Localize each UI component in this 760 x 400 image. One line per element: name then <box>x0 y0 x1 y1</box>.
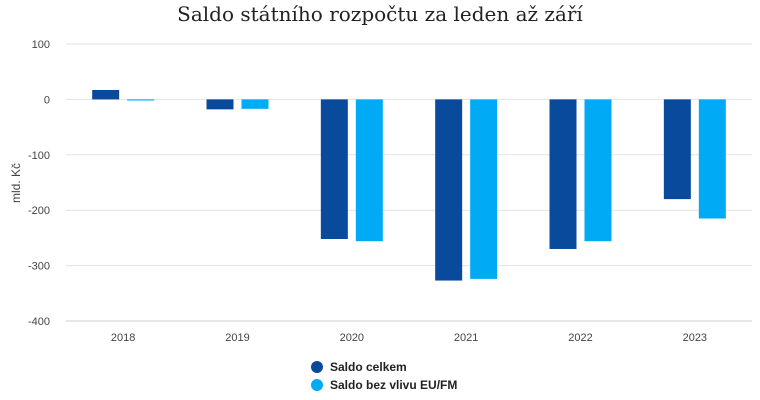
legend-label-saldo-celkem: Saldo celkem <box>330 360 407 374</box>
x-tick-label: 2022 <box>568 332 592 344</box>
y-tick-label: -100 <box>28 150 50 162</box>
x-tick-label: 2020 <box>340 332 364 344</box>
bars <box>92 89 726 281</box>
chart-title: Saldo státního rozpočtu za leden až září <box>177 2 583 26</box>
bar-saldo-celkem-2021[interactable] <box>435 99 463 281</box>
legend-item-saldo-bez-vlivu[interactable]: Saldo bez vlivu EU/FM <box>311 376 457 394</box>
legend: Saldo celkem Saldo bez vlivu EU/FM <box>311 358 457 394</box>
legend-marker-saldo-celkem <box>311 361 323 373</box>
legend-marker-saldo-bez-vlivu <box>311 379 323 391</box>
bar-saldo-bez-vlivu-2018[interactable] <box>127 99 155 101</box>
y-tick-label: -400 <box>28 316 50 328</box>
bar-saldo-bez-vlivu-2020[interactable] <box>355 99 383 242</box>
bar-saldo-bez-vlivu-2019[interactable] <box>241 99 269 109</box>
bar-saldo-celkem-2018[interactable] <box>92 89 120 100</box>
y-axis-ticks: 100 0 -100 -200 -300 -400 <box>28 39 50 328</box>
bar-saldo-celkem-2019[interactable] <box>206 99 234 110</box>
bar-saldo-celkem-2020[interactable] <box>320 99 348 240</box>
bar-saldo-bez-vlivu-2022[interactable] <box>584 99 612 242</box>
y-tick-label: 0 <box>44 94 50 106</box>
x-tick-label: 2021 <box>454 332 478 344</box>
x-tick-label: 2023 <box>683 332 707 344</box>
y-axis-label: mld. Kč <box>9 163 23 203</box>
bar-saldo-celkem-2022[interactable] <box>549 99 577 249</box>
bar-saldo-bez-vlivu-2021[interactable] <box>470 99 498 279</box>
bar-saldo-bez-vlivu-2023[interactable] <box>698 99 726 219</box>
x-axis-ticks: 2018 2019 2020 2021 2022 2023 <box>111 332 707 344</box>
x-tick-label: 2018 <box>111 332 135 344</box>
x-tick-label: 2019 <box>225 332 249 344</box>
legend-item-saldo-celkem[interactable]: Saldo celkem <box>311 358 457 376</box>
bar-saldo-celkem-2023[interactable] <box>663 99 691 200</box>
y-tick-label: -200 <box>28 205 50 217</box>
y-tick-label: -300 <box>28 261 50 273</box>
legend-label-saldo-bez-vlivu: Saldo bez vlivu EU/FM <box>330 378 458 392</box>
gridlines <box>66 43 752 322</box>
y-tick-label: 100 <box>32 39 50 51</box>
